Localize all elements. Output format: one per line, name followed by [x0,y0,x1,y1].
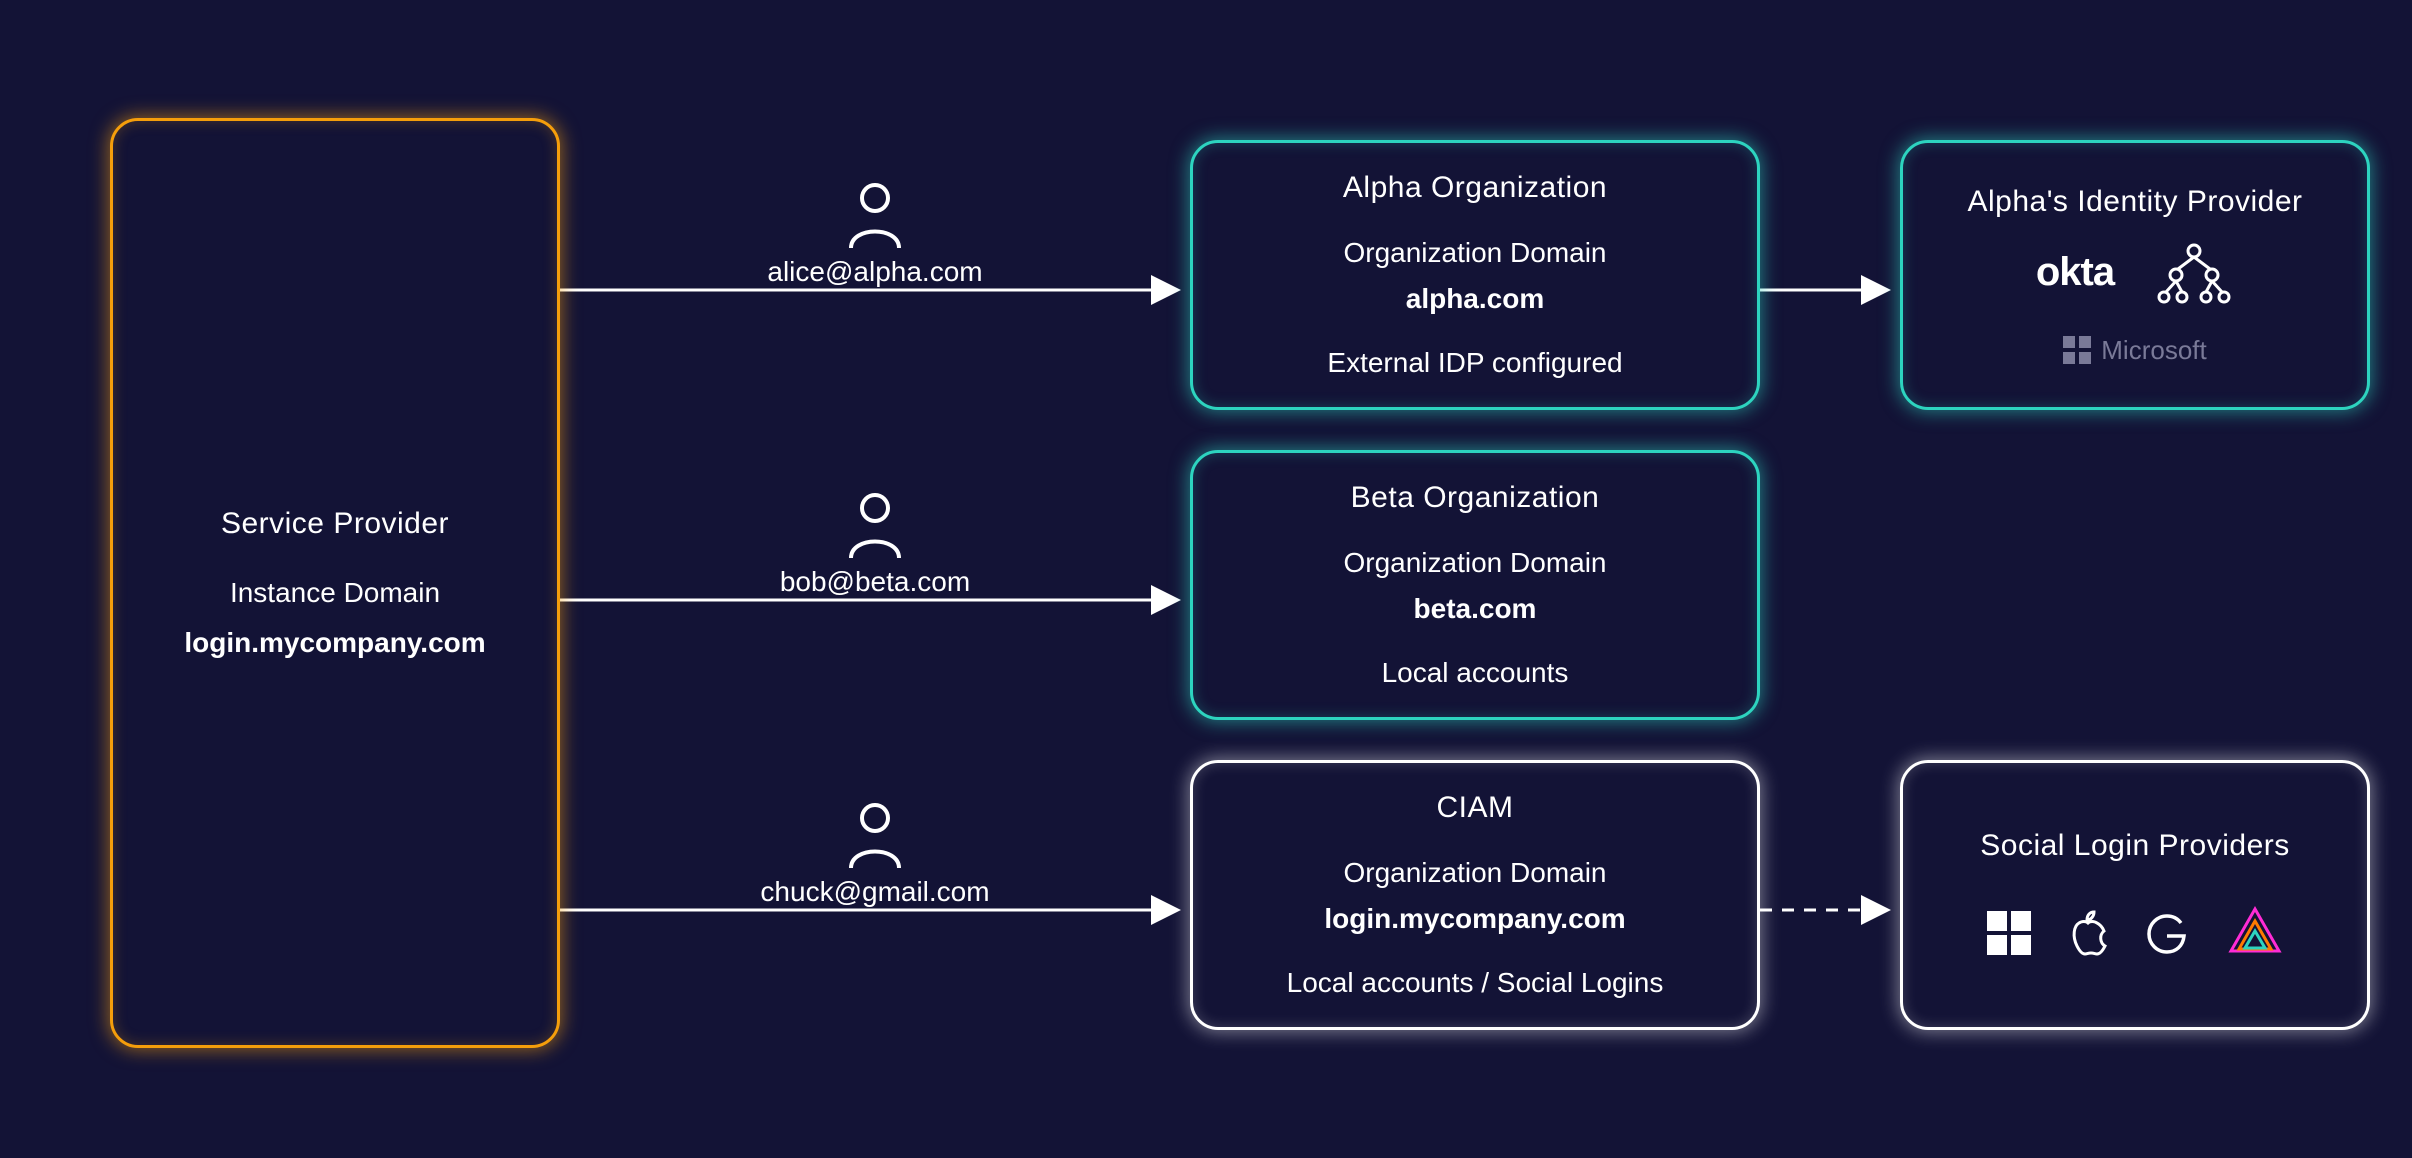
ciam-label: Organization Domain [1213,857,1737,889]
microsoft-icon [2063,336,2091,364]
social-providers-box: Social Login Providers [1900,760,2370,1030]
diagram-stage: Service Provider Instance Domain login.m… [0,0,2412,1158]
microsoft-row: Microsoft [1923,335,2347,366]
microsoft-icon [1987,911,2031,955]
service-provider-box: Service Provider Instance Domain login.m… [110,118,560,1048]
user-ciam-label: chuck@gmail.com [760,876,989,908]
microsoft-label: Microsoft [2101,335,2206,366]
beta-label: Organization Domain [1213,547,1737,579]
ciam-footer: Local accounts / Social Logins [1213,967,1737,999]
zitadel-icon [2227,905,2283,961]
beta-org-box: Beta Organization Organization Domain be… [1190,450,1760,720]
user-alpha-label: alice@alpha.com [767,256,982,288]
alpha-org-box: Alpha Organization Organization Domain a… [1190,140,1760,410]
user-ciam: chuck@gmail.com [750,800,1000,908]
user-beta: bob@beta.com [750,490,1000,598]
idp-title: Alpha's Identity Provider [1923,185,2347,219]
alpha-footer: External IDP configured [1213,347,1737,379]
service-title: Service Provider [133,507,537,541]
google-icon [2143,909,2191,957]
social-icons-row [1923,905,2347,961]
service-label: Instance Domain [133,577,537,609]
alpha-label: Organization Domain [1213,237,1737,269]
idp-logo-row: okta [1923,241,2347,305]
user-alpha: alice@alpha.com [750,180,1000,288]
ciam-box: CIAM Organization Domain login.mycompany… [1190,760,1760,1030]
user-icon [845,180,905,250]
tree-idp-icon [2154,241,2234,305]
beta-title: Beta Organization [1213,481,1737,515]
user-beta-label: bob@beta.com [780,566,970,598]
service-domain: login.mycompany.com [133,627,537,659]
user-icon [845,800,905,870]
apple-icon [2067,909,2107,957]
okta-logo-icon: okta [2036,250,2114,295]
beta-footer: Local accounts [1213,657,1737,689]
ciam-title: CIAM [1213,791,1737,825]
idp-box: Alpha's Identity Provider okta Microsoft [1900,140,2370,410]
ciam-domain: login.mycompany.com [1213,903,1737,935]
alpha-domain: alpha.com [1213,283,1737,315]
beta-domain: beta.com [1213,593,1737,625]
alpha-title: Alpha Organization [1213,171,1737,205]
social-title: Social Login Providers [1923,829,2347,863]
user-icon [845,490,905,560]
